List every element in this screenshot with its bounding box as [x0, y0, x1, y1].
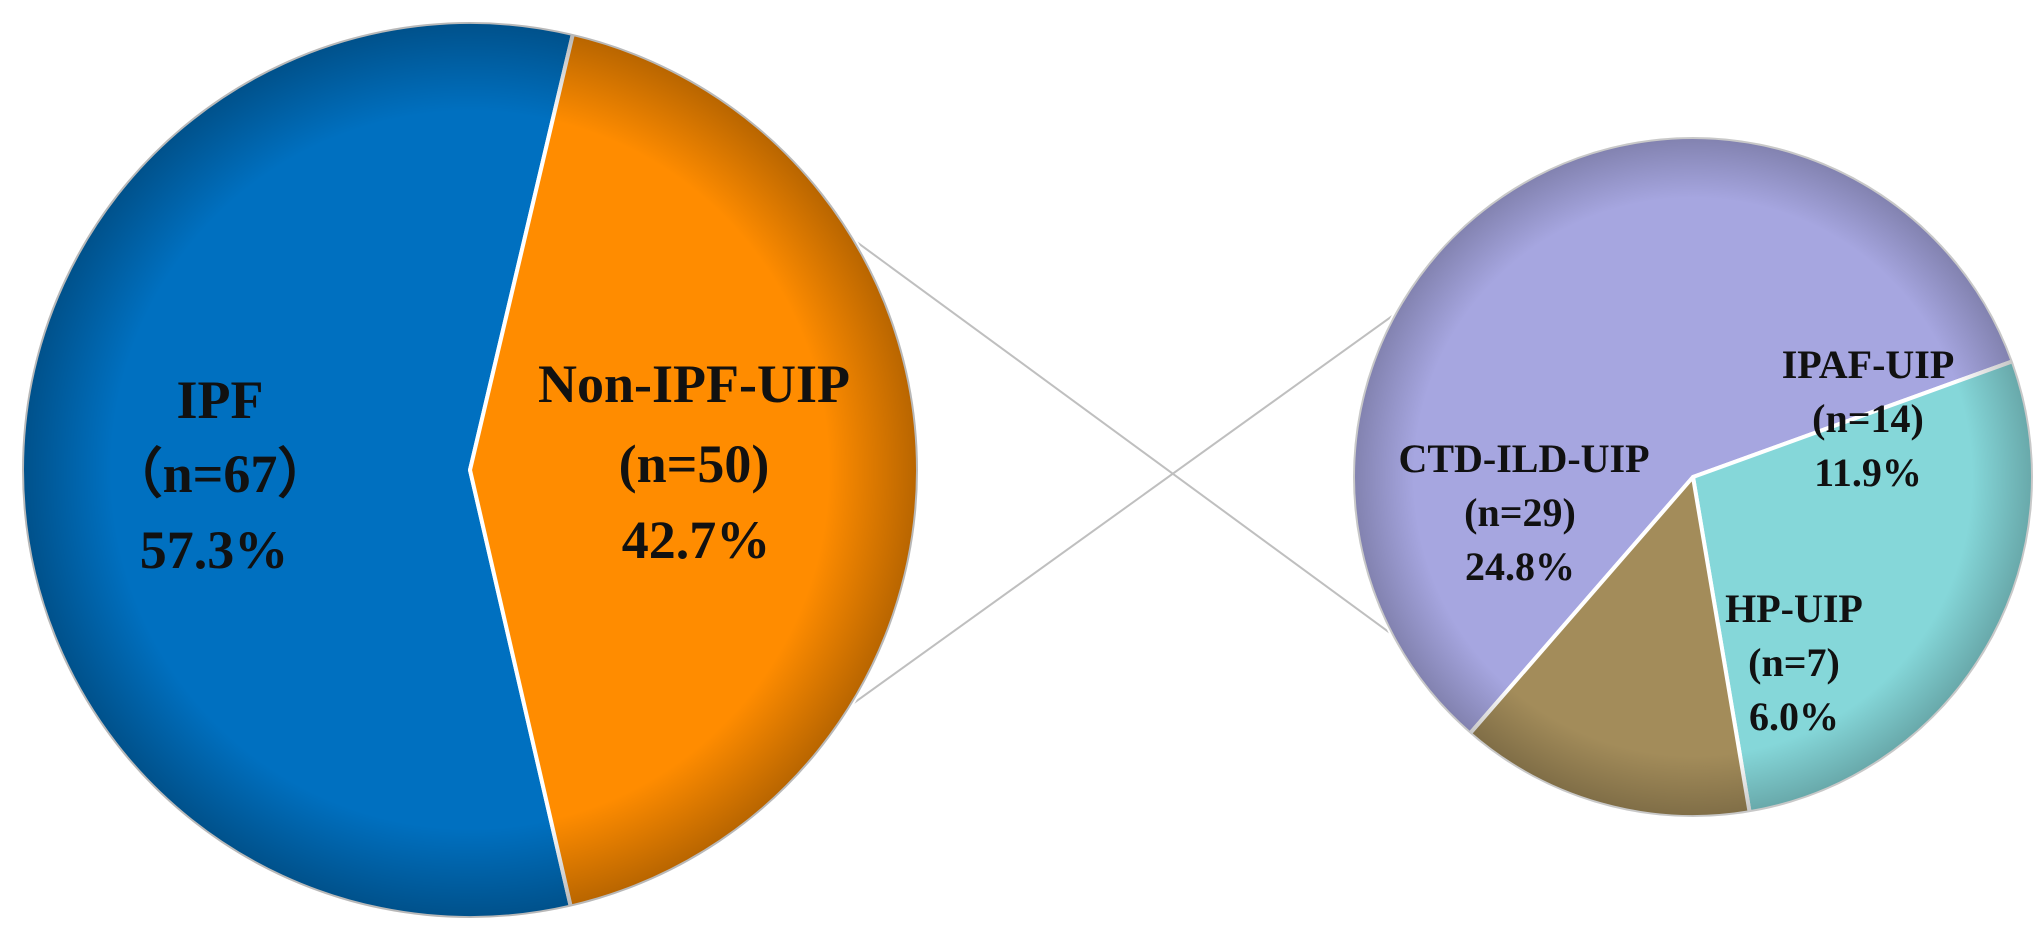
- slice-label-ctd-ild-uip: CTD-ILD-UIP: [1398, 436, 1649, 481]
- slice-count-ctd-ild-uip: (n=29): [1464, 490, 1576, 535]
- slice-labels: IPF （n=67） 57.3% Non-IPF-UIP (n=50) 42.7…: [109, 342, 1955, 739]
- slice-label-hp-uip: HP-UIP: [1725, 586, 1863, 631]
- slice-count-ipaf-uip: (n=14): [1812, 396, 1924, 441]
- slice-percent-non-ipf-uip: 42.7%: [622, 510, 771, 570]
- slice-percent-ipaf-uip: 11.9%: [1814, 450, 1922, 495]
- slice-label-non-ipf-uip: Non-IPF-UIP: [538, 354, 850, 414]
- slice-percent-hp-uip: 6.0%: [1749, 694, 1839, 739]
- slice-count-non-ipf-uip: (n=50): [619, 434, 770, 494]
- slice-count-hp-uip: (n=7): [1748, 640, 1840, 685]
- slice-label-ipaf-uip: IPAF-UIP: [1782, 342, 1955, 387]
- slice-count-ipf: （n=67）: [109, 444, 332, 504]
- slice-percent-ctd-ild-uip: 24.8%: [1465, 544, 1575, 589]
- slice-percent-ipf: 57.3%: [140, 520, 289, 580]
- slice-label-ipf: IPF: [177, 370, 264, 430]
